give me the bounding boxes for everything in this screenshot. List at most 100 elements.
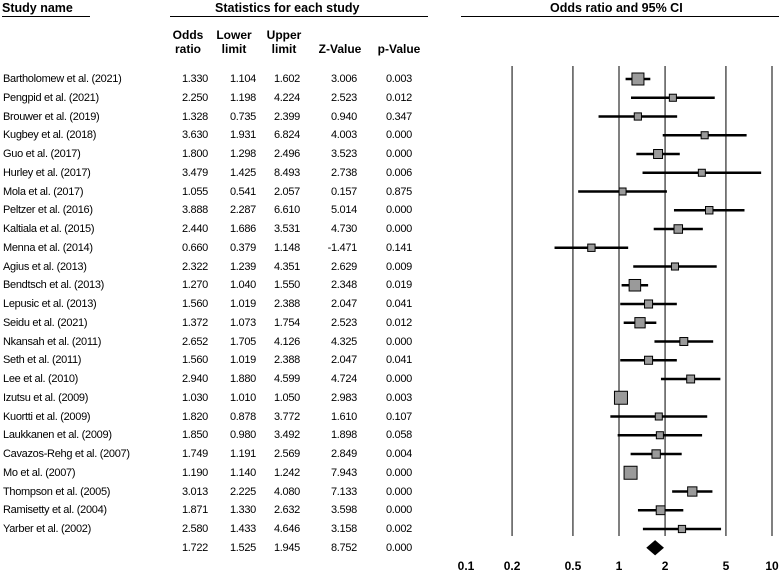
study-name-underline [2, 16, 90, 17]
lower-cell: 0.541 [229, 185, 256, 198]
z-cell: 2.047 [330, 354, 357, 367]
study-name-cell: Lepusic et al. (2013) [3, 298, 97, 310]
upper-cell: 4.080 [273, 485, 300, 498]
or-cell: 3.630 [181, 129, 208, 142]
col-odds-ratio: Odds ratio [172, 28, 204, 56]
study-name-cell: Hurley et al. (2017) [3, 166, 91, 179]
stats-underline [170, 16, 428, 17]
upper-cell: 2.632 [273, 504, 300, 517]
lower-cell: 1.330 [229, 504, 256, 517]
pooled-lower-cell: 1.525 [229, 541, 256, 554]
z-cell: 2.629 [330, 260, 357, 273]
or-cell: 1.820 [181, 410, 208, 423]
plot-underline [461, 16, 779, 17]
or-cell: 1.850 [181, 429, 208, 442]
upper-cell: 6.824 [273, 129, 300, 142]
lower-cell: 0.878 [229, 410, 256, 423]
lower-cell: 1.198 [229, 91, 256, 104]
p-cell: 0.000 [385, 223, 412, 235]
lower-cell: 1.298 [229, 148, 256, 160]
p-cell: 0.000 [385, 129, 412, 142]
upper-cell: 4.646 [273, 523, 300, 535]
lower-cell: 1.073 [229, 316, 256, 329]
or-cell: 1.372 [181, 316, 208, 329]
z-cell: 4.325 [330, 335, 357, 348]
upper-cell: 1.550 [273, 279, 300, 292]
stats-heading: Statistics for each study [215, 1, 360, 15]
study-marker [686, 374, 696, 384]
x-tick-label: 2 [662, 559, 669, 573]
upper-cell: 1.050 [273, 391, 300, 404]
study-marker [623, 465, 638, 480]
study-name-cell: Bendtsch et al. (2013) [3, 279, 105, 292]
study-name-cell: Laukkanen et al. (2009) [3, 429, 112, 442]
or-cell: 1.328 [181, 110, 208, 123]
p-cell: 0.003 [385, 391, 412, 404]
study-name-heading: Study name [2, 1, 73, 15]
upper-cell: 3.531 [273, 223, 300, 235]
lower-cell: 1.239 [229, 260, 256, 273]
z-cell: 5.014 [330, 204, 357, 217]
p-cell: 0.004 [385, 448, 412, 460]
upper-cell: 1.602 [273, 73, 300, 85]
study-name-cell: Izutsu et al. (2009) [3, 391, 89, 404]
study-name-cell: Guo et al. (2017) [3, 148, 81, 160]
study-marker [628, 278, 642, 292]
or-cell: 2.440 [181, 223, 208, 235]
z-cell: 2.348 [330, 279, 357, 292]
study-marker [618, 187, 627, 196]
upper-cell: 3.772 [273, 410, 300, 423]
study-name-cell: Agius et al. (2013) [3, 260, 87, 273]
col-z-value: Z-Value [318, 42, 362, 56]
p-cell: 0.003 [385, 73, 412, 85]
study-marker [634, 317, 646, 329]
x-tick-label: 10 [765, 559, 779, 573]
study-marker [705, 206, 714, 215]
study-marker [654, 412, 663, 421]
study-marker [644, 299, 654, 309]
study-name-cell: Ramisetty et al. (2004) [3, 504, 107, 517]
z-cell: 1.898 [330, 429, 357, 442]
p-cell: 0.000 [385, 204, 412, 217]
p-cell: 0.107 [385, 410, 412, 423]
col-upper-limit: Upper limit [266, 28, 302, 56]
p-cell: 0.058 [385, 429, 412, 442]
lower-cell: 1.019 [229, 354, 256, 367]
or-cell: 2.652 [181, 335, 208, 348]
lower-cell: 1.191 [229, 448, 256, 460]
p-cell: 0.000 [385, 148, 412, 160]
lower-cell: 0.735 [229, 110, 256, 123]
upper-cell: 2.496 [273, 148, 300, 160]
p-cell: 0.000 [385, 335, 412, 348]
z-cell: 1.610 [330, 410, 357, 423]
study-marker [644, 355, 654, 365]
study-marker [687, 486, 698, 497]
upper-cell: 8.493 [273, 166, 300, 179]
study-name-cell: Kuortti et al. (2009) [3, 410, 91, 423]
study-name-cell: Kaltiala et al. (2015) [3, 223, 95, 235]
lower-cell: 1.040 [229, 279, 256, 292]
or-cell: 1.560 [181, 298, 208, 310]
or-cell: 1.749 [181, 448, 208, 460]
study-name-cell: Kugbey et al. (2018) [3, 129, 97, 142]
study-marker [631, 72, 645, 86]
study-name-cell: Lee et al. (2010) [3, 373, 79, 385]
study-name-cell: Cavazos-Rehg et al. (2007) [3, 448, 130, 460]
study-name-cell: Seidu et al. (2021) [3, 316, 88, 329]
upper-cell: 3.492 [273, 429, 300, 442]
study-name-cell: Brouwer et al. (2019) [3, 110, 100, 123]
study-name-cell: Thompson et al. (2005) [3, 485, 111, 498]
p-cell: 0.002 [385, 523, 412, 535]
p-cell: 0.006 [385, 166, 412, 179]
upper-cell: 6.610 [273, 204, 300, 217]
study-name-cell: Yarber et al. (2002) [3, 523, 91, 535]
z-cell: 3.158 [330, 523, 357, 535]
upper-cell: 2.388 [273, 298, 300, 310]
z-cell: 3.598 [330, 504, 357, 517]
pooled-z-cell: 8.752 [330, 541, 357, 554]
study-name-cell: Seth et al. (2011) [3, 354, 82, 367]
study-marker [651, 449, 661, 459]
study-marker [653, 149, 664, 159]
or-cell: 1.800 [181, 148, 208, 160]
p-cell: 0.875 [385, 185, 412, 198]
